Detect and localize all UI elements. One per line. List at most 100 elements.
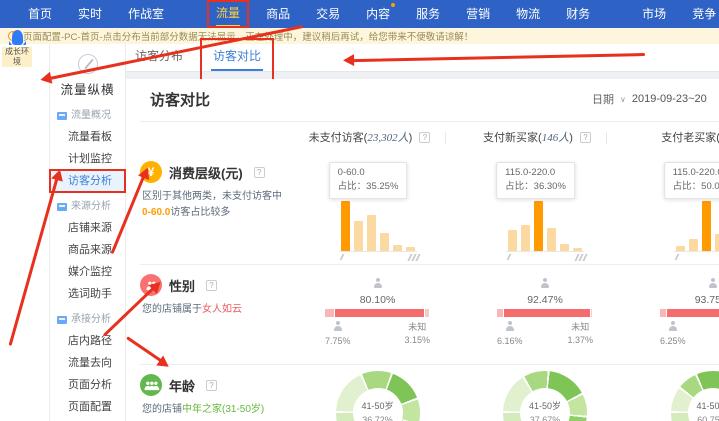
section-gender: 性别 ? 您的店铺属于女人如云 80.10% 7.75% 未知: [140, 264, 719, 364]
donut-chart: 41-50岁 37.67%: [503, 371, 587, 421]
column-header-unpaid: 未支付访客(23,302人) ?: [290, 129, 465, 145]
gender-bar: [325, 309, 430, 317]
sidebar-group-label[interactable]: 流量概况: [50, 106, 125, 126]
female-icon: [373, 278, 383, 288]
female-icon: [540, 278, 550, 288]
top-nav: 首页 实时 作战室 流量 商品 交易 内容 服务 营销 物流 财务 市场 竞争 …: [0, 0, 719, 28]
nav-item-finance[interactable]: 财务: [566, 7, 591, 21]
bar-chart: [673, 200, 719, 252]
male-icon: [505, 321, 515, 331]
sidebar-item-shop-source[interactable]: 店铺来源: [68, 222, 112, 234]
age-range: 41-50岁: [528, 400, 562, 411]
section-age: 年龄 ? 您的店铺中年之家(31-50岁) 41-50岁 36.72%: [140, 364, 719, 421]
section-title-age: 年龄: [169, 378, 196, 394]
sidebar-item-traffic-board[interactable]: 流量看板: [68, 131, 112, 143]
sidebar-item-visitor-analysis[interactable]: 访客分析: [49, 169, 126, 193]
male-percent: 6.25%: [660, 335, 686, 346]
chart-tooltip: 0-60.0 占比：35.25%: [328, 162, 408, 199]
sidebar-group-label[interactable]: 承接分析: [50, 310, 125, 330]
notification-dot: [391, 3, 396, 7]
male-icon: [668, 321, 678, 331]
nav-item-warroom[interactable]: 作战室: [128, 7, 165, 21]
unknown-percent: 1.37%: [567, 334, 593, 345]
sidebar-item-instore-path[interactable]: 店内路径: [68, 335, 112, 347]
chevron-down-icon: ∨: [620, 94, 626, 104]
growth-widget-label: 成长环境: [2, 47, 32, 67]
nav-item-goods[interactable]: 商品: [266, 7, 291, 21]
help-icon[interactable]: ?: [579, 132, 591, 143]
unknown-label: 未知: [571, 322, 590, 332]
age-chart-new-buyers: 41-50岁 37.67%: [465, 365, 625, 421]
tab-visitor-distribution[interactable]: 访客分布: [135, 49, 184, 63]
female-icon: [708, 278, 718, 288]
gender-bar: [497, 309, 593, 317]
nav-item-traffic[interactable]: 流量: [207, 0, 250, 28]
male-percent: 7.75%: [325, 335, 351, 346]
left-gutter: [0, 44, 49, 421]
tab-visitor-comparison[interactable]: 访客对比: [200, 38, 275, 83]
consumption-chart-unpaid: 0-60.0 占比：35.25%: [290, 152, 465, 264]
male-percent: 6.16%: [497, 335, 523, 346]
age-share: 37.67%: [529, 415, 561, 421]
donut-chart: 41-50岁 60.75%: [670, 371, 719, 421]
age-chart-unpaid: 41-50岁 36.72%: [290, 365, 465, 421]
nav-item-competition[interactable]: 竞争: [692, 7, 717, 21]
gender-icon: [140, 274, 162, 296]
sidebar-item-page-config[interactable]: 页面配置: [68, 401, 112, 413]
visitor-comparison-card: 访客对比 日期 ∨ 2019-09-23~20 未支付访客(23,302人) ?: [126, 79, 719, 421]
nav-item-content[interactable]: 内容: [366, 0, 396, 28]
female-percent: 93.75%: [694, 294, 719, 306]
date-picker[interactable]: 日期 ∨ 2019-09-23~20: [592, 93, 707, 106]
chart-tooltip: 115.0-220.0 占比：50.00%: [663, 162, 719, 199]
section-desc-gender: 您的店铺属于女人如云: [142, 304, 242, 315]
age-range: 41-50岁: [696, 400, 719, 411]
gender-bar: [660, 309, 719, 317]
age-share: 60.75%: [697, 415, 719, 421]
sidebar-group-label[interactable]: 来源分析: [50, 197, 125, 217]
age-share: 36.72%: [362, 415, 393, 421]
column-header-new-buyers: 支付新买家(146人) ?: [465, 129, 625, 145]
nav-item-trade[interactable]: 交易: [316, 7, 341, 21]
sidebar-group-source: 来源分析 店铺来源 商品来源 媒介监控 选词助手: [50, 197, 125, 305]
page-title: 访客对比: [150, 92, 211, 109]
yen-icon: ¥: [140, 161, 162, 183]
gender-chart-unpaid: 80.10% 7.75% 未知 3.15%: [290, 265, 465, 364]
sidebar: 流量纵横 流量概况 流量看板 计划监控 访客分析 来源分析 店铺来源 商品来源 …: [49, 44, 126, 421]
sidebar-group-landing: 承接分析 店内路径 流量去向 页面分析 页面配置: [50, 310, 125, 418]
unknown-label: 未知: [408, 322, 427, 332]
bar-chart: [506, 200, 584, 252]
bar-chart: [338, 200, 417, 252]
sidebar-item-page-analysis[interactable]: 页面分析: [68, 379, 112, 391]
help-icon[interactable]: ?: [253, 166, 265, 178]
nav-item-market[interactable]: 市场: [642, 7, 667, 21]
help-icon[interactable]: ?: [419, 132, 431, 143]
help-icon[interactable]: ?: [206, 279, 218, 291]
section-desc-consumption: 区别于其他两类，未支付访客中0-60.0访客占比较多: [142, 191, 282, 218]
date-range-value: 2019-09-23~20: [631, 93, 707, 105]
sidebar-item-keyword-helper[interactable]: 选词助手: [68, 288, 112, 300]
help-icon[interactable]: ?: [206, 379, 218, 391]
age-range: 41-50岁: [361, 400, 394, 411]
female-percent: 80.10%: [359, 294, 396, 306]
sidebar-item-media-monitor[interactable]: 媒介监控: [68, 266, 112, 278]
section-desc-age: 您的店铺中年之家(31-50岁): [142, 404, 265, 415]
folder-icon: [57, 112, 67, 120]
male-icon: [333, 321, 343, 331]
nav-item-marketing[interactable]: 营销: [466, 7, 491, 21]
sidebar-item-traffic-destination[interactable]: 流量去向: [68, 357, 112, 369]
age-icon: [140, 374, 162, 396]
nav-item-service[interactable]: 服务: [416, 7, 441, 21]
folder-icon: [57, 316, 67, 324]
age-chart-old-buyers: 41-50岁 60.75%: [625, 365, 719, 421]
nav-item-logistics[interactable]: 物流: [516, 7, 541, 21]
growth-float-widget[interactable]: 成长环境: [2, 30, 32, 67]
rocket-icon: [8, 30, 26, 45]
nav-item-realtime[interactable]: 实时: [78, 7, 103, 21]
sidebar-item-goods-source[interactable]: 商品来源: [68, 244, 112, 256]
section-consumption-level: ¥ 消费层级(元) ? 区别于其他两类，未支付访客中0-60.0访客占比较多 0…: [140, 152, 719, 264]
sidebar-item-plan-monitor[interactable]: 计划监控: [68, 153, 112, 165]
consumption-chart-new-buyers: 115.0-220.0 占比：36.30%: [465, 152, 625, 264]
nav-item-home[interactable]: 首页: [28, 7, 53, 21]
column-header-old-buyers: 支付老买家(16人) ?: [661, 132, 719, 144]
